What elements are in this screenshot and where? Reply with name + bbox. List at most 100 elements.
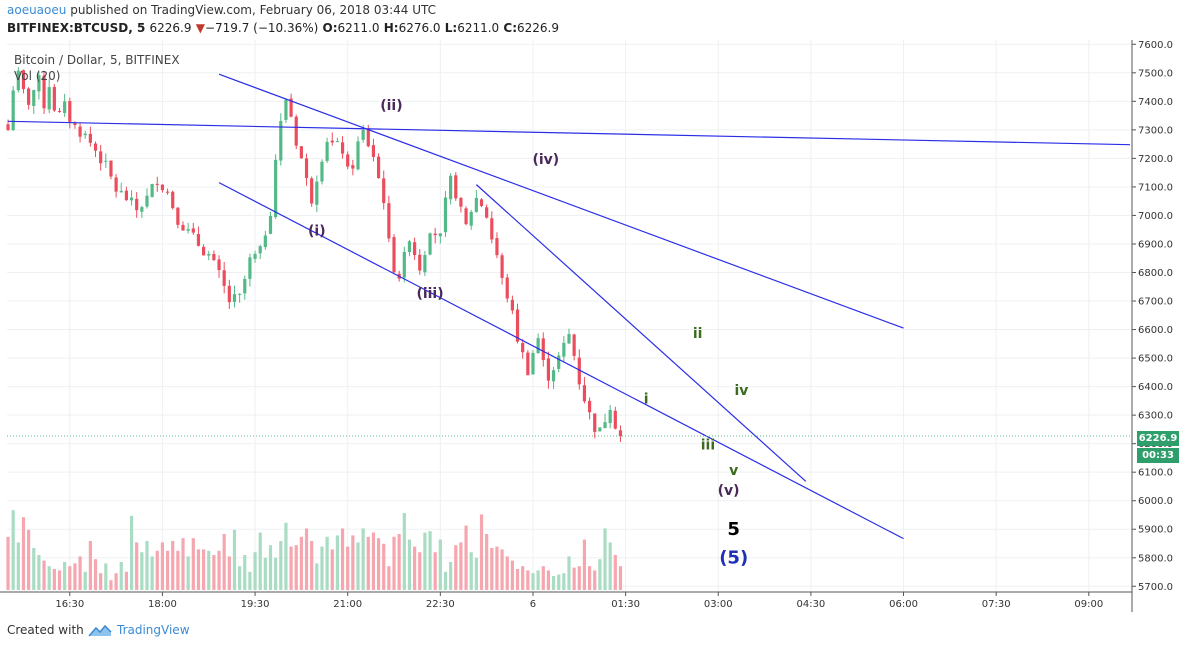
candle-body bbox=[16, 70, 20, 91]
volume-bar bbox=[413, 546, 417, 590]
volume-bar bbox=[474, 557, 478, 590]
legend-title: Bitcoin / Dollar, 5, BITFINEX bbox=[14, 53, 180, 67]
candle-body bbox=[129, 197, 134, 201]
volume-bar bbox=[263, 557, 267, 590]
tradingview-link[interactable]: TradingView bbox=[117, 623, 190, 637]
candle-body bbox=[366, 129, 370, 147]
wave-label: ii bbox=[693, 326, 703, 342]
candle-body bbox=[536, 338, 540, 354]
volume-bar bbox=[207, 550, 211, 590]
volume-bar bbox=[613, 555, 617, 590]
volume-bar bbox=[196, 549, 201, 590]
volume-bar bbox=[32, 548, 36, 590]
candle-body bbox=[387, 203, 391, 239]
chart-header: aoeuaoeu published on TradingView.com, F… bbox=[0, 0, 1190, 40]
volume-bar bbox=[248, 571, 252, 590]
volume-bar bbox=[490, 548, 494, 590]
price-tick-label: 7400.0 bbox=[1138, 97, 1173, 108]
candle-body bbox=[485, 207, 489, 218]
volume-bar bbox=[335, 535, 340, 590]
candle-body bbox=[443, 197, 448, 233]
candle-body bbox=[11, 90, 15, 131]
volume-bar bbox=[258, 532, 262, 590]
volume-bar bbox=[351, 535, 355, 590]
price-chart-svg[interactable]: (i)(ii)(iii)(iv)(v)iiiiiiivv5(5)7600.075… bbox=[0, 40, 1190, 612]
volume-bar bbox=[253, 552, 257, 590]
volume-bar bbox=[21, 517, 26, 590]
candle-body bbox=[562, 342, 566, 357]
candle-body bbox=[382, 178, 386, 204]
volume-bar bbox=[330, 549, 334, 590]
candle-body bbox=[165, 191, 170, 193]
candle-body bbox=[459, 198, 463, 207]
volume-bar bbox=[99, 573, 103, 590]
candle-body bbox=[315, 181, 319, 205]
volume-bar bbox=[603, 528, 607, 590]
volume-bar bbox=[119, 562, 123, 590]
volume-bar bbox=[124, 571, 128, 590]
candle-body bbox=[376, 156, 381, 178]
tradingview-logo-icon[interactable] bbox=[88, 623, 112, 642]
candle-body bbox=[433, 233, 437, 236]
candle-body bbox=[93, 143, 98, 151]
candle-body bbox=[284, 99, 288, 120]
volume-bar bbox=[459, 542, 463, 590]
time-tick-label: 07:30 bbox=[982, 599, 1011, 610]
volume-bar bbox=[202, 549, 206, 590]
candle-body bbox=[268, 216, 273, 234]
volume-bar bbox=[83, 571, 87, 590]
volume-bar bbox=[562, 573, 566, 590]
trendline bbox=[475, 184, 807, 482]
change-arrow-icon: ▼ bbox=[195, 21, 205, 35]
candle-body bbox=[222, 270, 226, 286]
volume-bar bbox=[510, 560, 514, 590]
countdown-tag: 00:33 bbox=[1137, 448, 1179, 463]
candle-body bbox=[469, 212, 473, 226]
last-price: 6226.9 bbox=[149, 21, 192, 35]
candle-body bbox=[243, 278, 247, 294]
volume-bar bbox=[114, 573, 118, 590]
volume-bar bbox=[78, 556, 82, 590]
candle-body bbox=[310, 178, 314, 204]
volume-bar bbox=[551, 576, 556, 590]
price-tick-label: 6400.0 bbox=[1138, 382, 1173, 393]
candle-body bbox=[479, 199, 484, 206]
volume-bar bbox=[402, 513, 406, 590]
volume-bar bbox=[186, 556, 190, 590]
candle-body bbox=[531, 353, 535, 375]
low-value: 6211.0 bbox=[457, 21, 500, 35]
candle-body bbox=[567, 334, 571, 344]
volume-bar bbox=[346, 546, 350, 590]
volume-bar bbox=[340, 528, 345, 590]
volume-bar bbox=[238, 566, 242, 590]
candle-body bbox=[186, 229, 190, 231]
candle-body bbox=[392, 237, 396, 273]
candle-body bbox=[263, 235, 267, 248]
volume-bar bbox=[57, 570, 62, 590]
candle-body bbox=[227, 285, 231, 303]
volume-bar bbox=[407, 539, 412, 590]
high-value: 6276.0 bbox=[398, 21, 441, 35]
candle-body bbox=[42, 75, 46, 109]
volume-bar bbox=[495, 546, 499, 590]
author-link[interactable]: aoeuaoeu bbox=[7, 3, 67, 17]
volume-bar bbox=[392, 536, 396, 590]
price-tick-label: 5800.0 bbox=[1138, 553, 1173, 564]
candle-body bbox=[423, 255, 427, 273]
open-value: 6211.0 bbox=[337, 21, 380, 35]
volume-bar bbox=[27, 529, 31, 590]
volume-bar bbox=[227, 556, 231, 590]
candle-body bbox=[335, 141, 340, 143]
price-tick-label: 7500.0 bbox=[1138, 68, 1173, 79]
volume-bar bbox=[279, 541, 283, 590]
chart-area[interactable]: (i) (ii) (iii) (iv) (v) i ii iii iv v 5 (5) 7600.0 75… bbox=[0, 40, 1190, 612]
candle-body bbox=[191, 228, 195, 233]
time-tick-label: 04:30 bbox=[796, 599, 825, 610]
candle-body bbox=[181, 224, 185, 231]
candle-body bbox=[21, 70, 26, 90]
volume-bar bbox=[289, 546, 293, 590]
volume-bar bbox=[382, 543, 386, 590]
price-tick-label: 6800.0 bbox=[1138, 268, 1173, 279]
volume-bar bbox=[145, 541, 149, 590]
volume-bar bbox=[93, 559, 98, 590]
